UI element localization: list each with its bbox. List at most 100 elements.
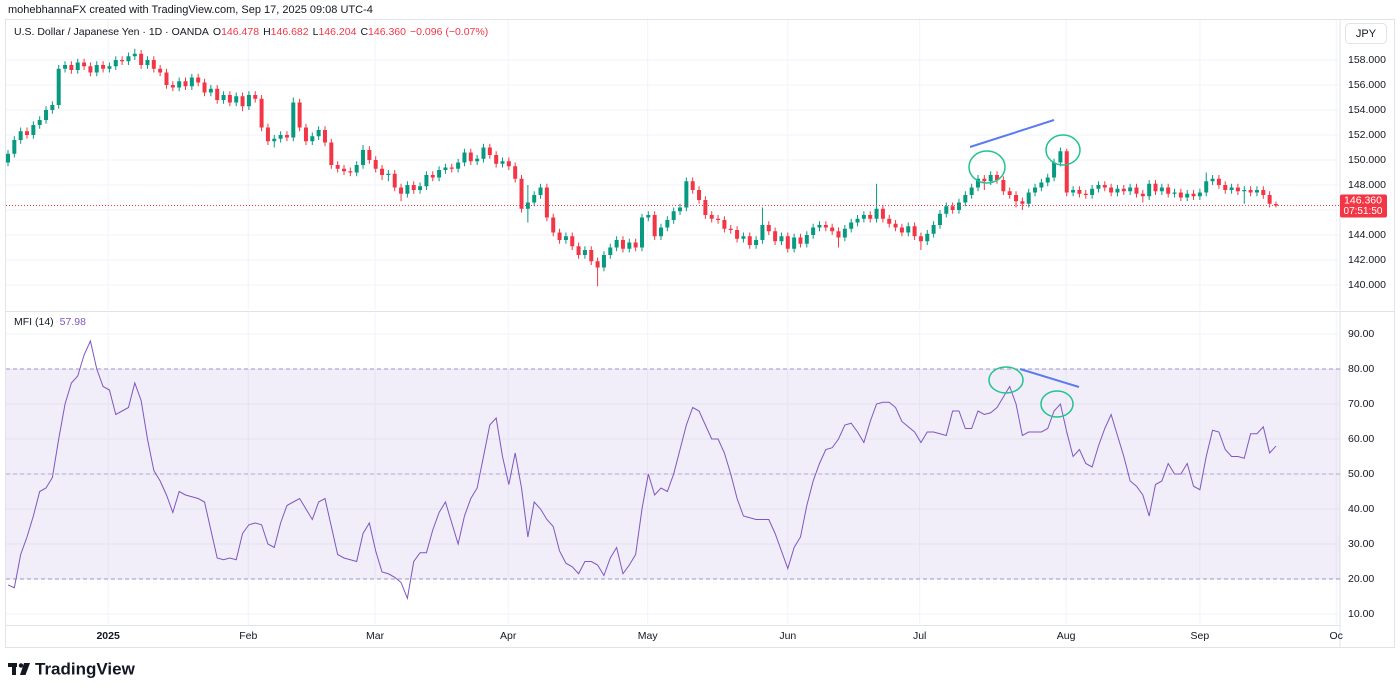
candle-body xyxy=(887,218,892,224)
x-tick-label: Jun xyxy=(779,630,796,642)
candle-body xyxy=(944,206,949,214)
candle-body xyxy=(424,175,429,187)
candle-body xyxy=(608,247,613,255)
candle-body xyxy=(969,187,974,195)
candle-body xyxy=(1077,190,1082,194)
candle-body xyxy=(1115,188,1120,193)
candle-body xyxy=(1229,187,1234,190)
y-tick-label: 70.00 xyxy=(1348,398,1374,410)
candle-body xyxy=(931,225,936,234)
candle-body xyxy=(246,95,251,107)
candle-body xyxy=(335,165,340,169)
candle-body xyxy=(63,65,68,69)
candle-body xyxy=(69,65,74,70)
candle-body xyxy=(912,226,917,237)
candle-body xyxy=(811,227,816,235)
candle-body xyxy=(849,222,854,229)
candle-body xyxy=(963,195,968,203)
candle-body xyxy=(1235,187,1240,192)
ohlc-value: 146.204 xyxy=(318,26,356,38)
candle-body xyxy=(1026,192,1031,204)
candle-body xyxy=(614,240,619,248)
candle-body xyxy=(1261,190,1266,195)
y-tick-label: 20.00 xyxy=(1348,573,1374,585)
y-tick-label: 60.00 xyxy=(1348,433,1374,445)
candle-body xyxy=(418,186,423,190)
x-tick-label: Apr xyxy=(500,630,517,642)
candle-body xyxy=(392,173,397,188)
ohlc-letter: C xyxy=(360,26,368,38)
ohlc-letter: O xyxy=(213,26,221,38)
symbol-button[interactable]: JPY xyxy=(1345,23,1387,44)
candle-body xyxy=(1083,193,1088,195)
y-tick-label: 156.000 xyxy=(1348,79,1386,91)
candle-body xyxy=(1197,192,1202,197)
y-tick-label: 148.000 xyxy=(1348,179,1386,191)
candle-body xyxy=(227,95,232,103)
candle-body xyxy=(766,225,771,232)
ohlc-value: 146.360 xyxy=(368,26,406,38)
candle-body xyxy=(5,153,10,163)
candle-body xyxy=(151,60,156,69)
candle-body xyxy=(215,88,220,100)
y-tick-label: 142.000 xyxy=(1348,254,1386,266)
trend-line xyxy=(969,119,1055,148)
candle-body xyxy=(234,96,239,103)
y-tick-label: 80.00 xyxy=(1348,363,1374,375)
candle-body xyxy=(754,240,759,245)
candle-body xyxy=(830,227,835,232)
candle-body xyxy=(278,135,283,139)
candle-body xyxy=(316,130,321,137)
candle-body xyxy=(982,178,987,182)
candle-body xyxy=(918,236,923,242)
candle-body xyxy=(329,142,334,165)
y-tick-label: 152.000 xyxy=(1348,129,1386,141)
change: −0.096 (−0.07%) xyxy=(410,26,488,38)
candle-body xyxy=(576,246,581,255)
candle-body xyxy=(779,236,784,242)
candle-body xyxy=(449,167,454,169)
legend-layer: U.S. Dollar / Japanese Yen · 1D · OANDA O… xyxy=(14,26,488,328)
candle-body xyxy=(1052,162,1057,178)
candle-body xyxy=(399,187,404,194)
candle-body xyxy=(563,236,568,240)
candle-body xyxy=(348,171,353,173)
candle-body xyxy=(506,161,511,167)
chart-frame xyxy=(5,19,1395,648)
candle-body xyxy=(1172,192,1177,194)
candle-body xyxy=(494,155,499,164)
candle-body xyxy=(975,178,980,188)
candle-body xyxy=(405,185,410,194)
candle-body xyxy=(684,181,689,208)
candle-body xyxy=(1121,188,1126,192)
legend: U.S. Dollar / Japanese Yen · 1D · OANDA O… xyxy=(14,26,488,38)
candle-body xyxy=(722,220,727,229)
candle-body xyxy=(880,208,885,219)
candle-body xyxy=(1102,185,1107,188)
candle-body xyxy=(367,150,372,160)
logo-shape xyxy=(18,663,24,668)
candle-body xyxy=(513,166,518,179)
candle-body xyxy=(1064,151,1069,193)
indicator-value: 57.98 xyxy=(60,316,86,328)
candle-body xyxy=(855,218,860,223)
candle-body xyxy=(551,217,556,233)
candle-body xyxy=(950,206,955,210)
candle-body xyxy=(544,187,549,218)
button-frame[interactable] xyxy=(1345,23,1387,44)
candle-body xyxy=(373,160,378,169)
y-tick-label: 10.00 xyxy=(1348,608,1374,620)
button-label[interactable]: JPY xyxy=(1356,28,1377,40)
trend-line xyxy=(1019,368,1080,388)
candle-body xyxy=(735,230,740,239)
candle-body xyxy=(1128,187,1133,192)
candle-body xyxy=(690,181,695,190)
last-price-label: 146.360 xyxy=(1344,194,1382,206)
candle-body xyxy=(500,161,505,164)
candle-body xyxy=(221,95,226,100)
y-tick-label: 144.000 xyxy=(1348,229,1386,241)
candle-body xyxy=(253,95,258,99)
candle-body xyxy=(1001,180,1006,192)
candle-body xyxy=(132,53,137,57)
